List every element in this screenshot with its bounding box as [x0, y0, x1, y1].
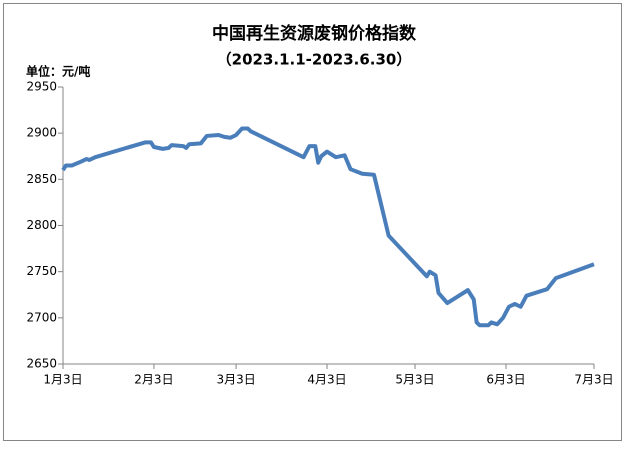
- y-tick-label: 2900: [26, 126, 57, 140]
- data-line: [61, 126, 595, 328]
- y-tick-label: 2800: [26, 218, 57, 232]
- x-tick-label: 1月3日: [43, 373, 82, 387]
- chart-border: [3, 3, 622, 441]
- y-tick-label: 2700: [26, 310, 57, 324]
- chart-subtitle: （2023.1.1-2023.6.30）: [217, 51, 412, 69]
- y-tick-label: 2750: [26, 264, 57, 278]
- y-tick-label: 2850: [26, 172, 57, 186]
- chart-title: 中国再生资源废钢价格指数: [212, 23, 417, 44]
- x-tick-label: 5月3日: [395, 373, 434, 387]
- x-tick-label: 7月3日: [574, 373, 613, 387]
- x-tick-label: 3月3日: [216, 373, 255, 387]
- y-tick-label: 2950: [26, 80, 57, 94]
- y-axis-label: 单位：元/吨: [26, 64, 90, 79]
- x-tick-label: 4月3日: [307, 373, 346, 387]
- x-tick-label: 6月3日: [486, 373, 525, 387]
- y-tick-label: 2650: [26, 357, 57, 371]
- x-tick-label: 2月3日: [134, 373, 173, 387]
